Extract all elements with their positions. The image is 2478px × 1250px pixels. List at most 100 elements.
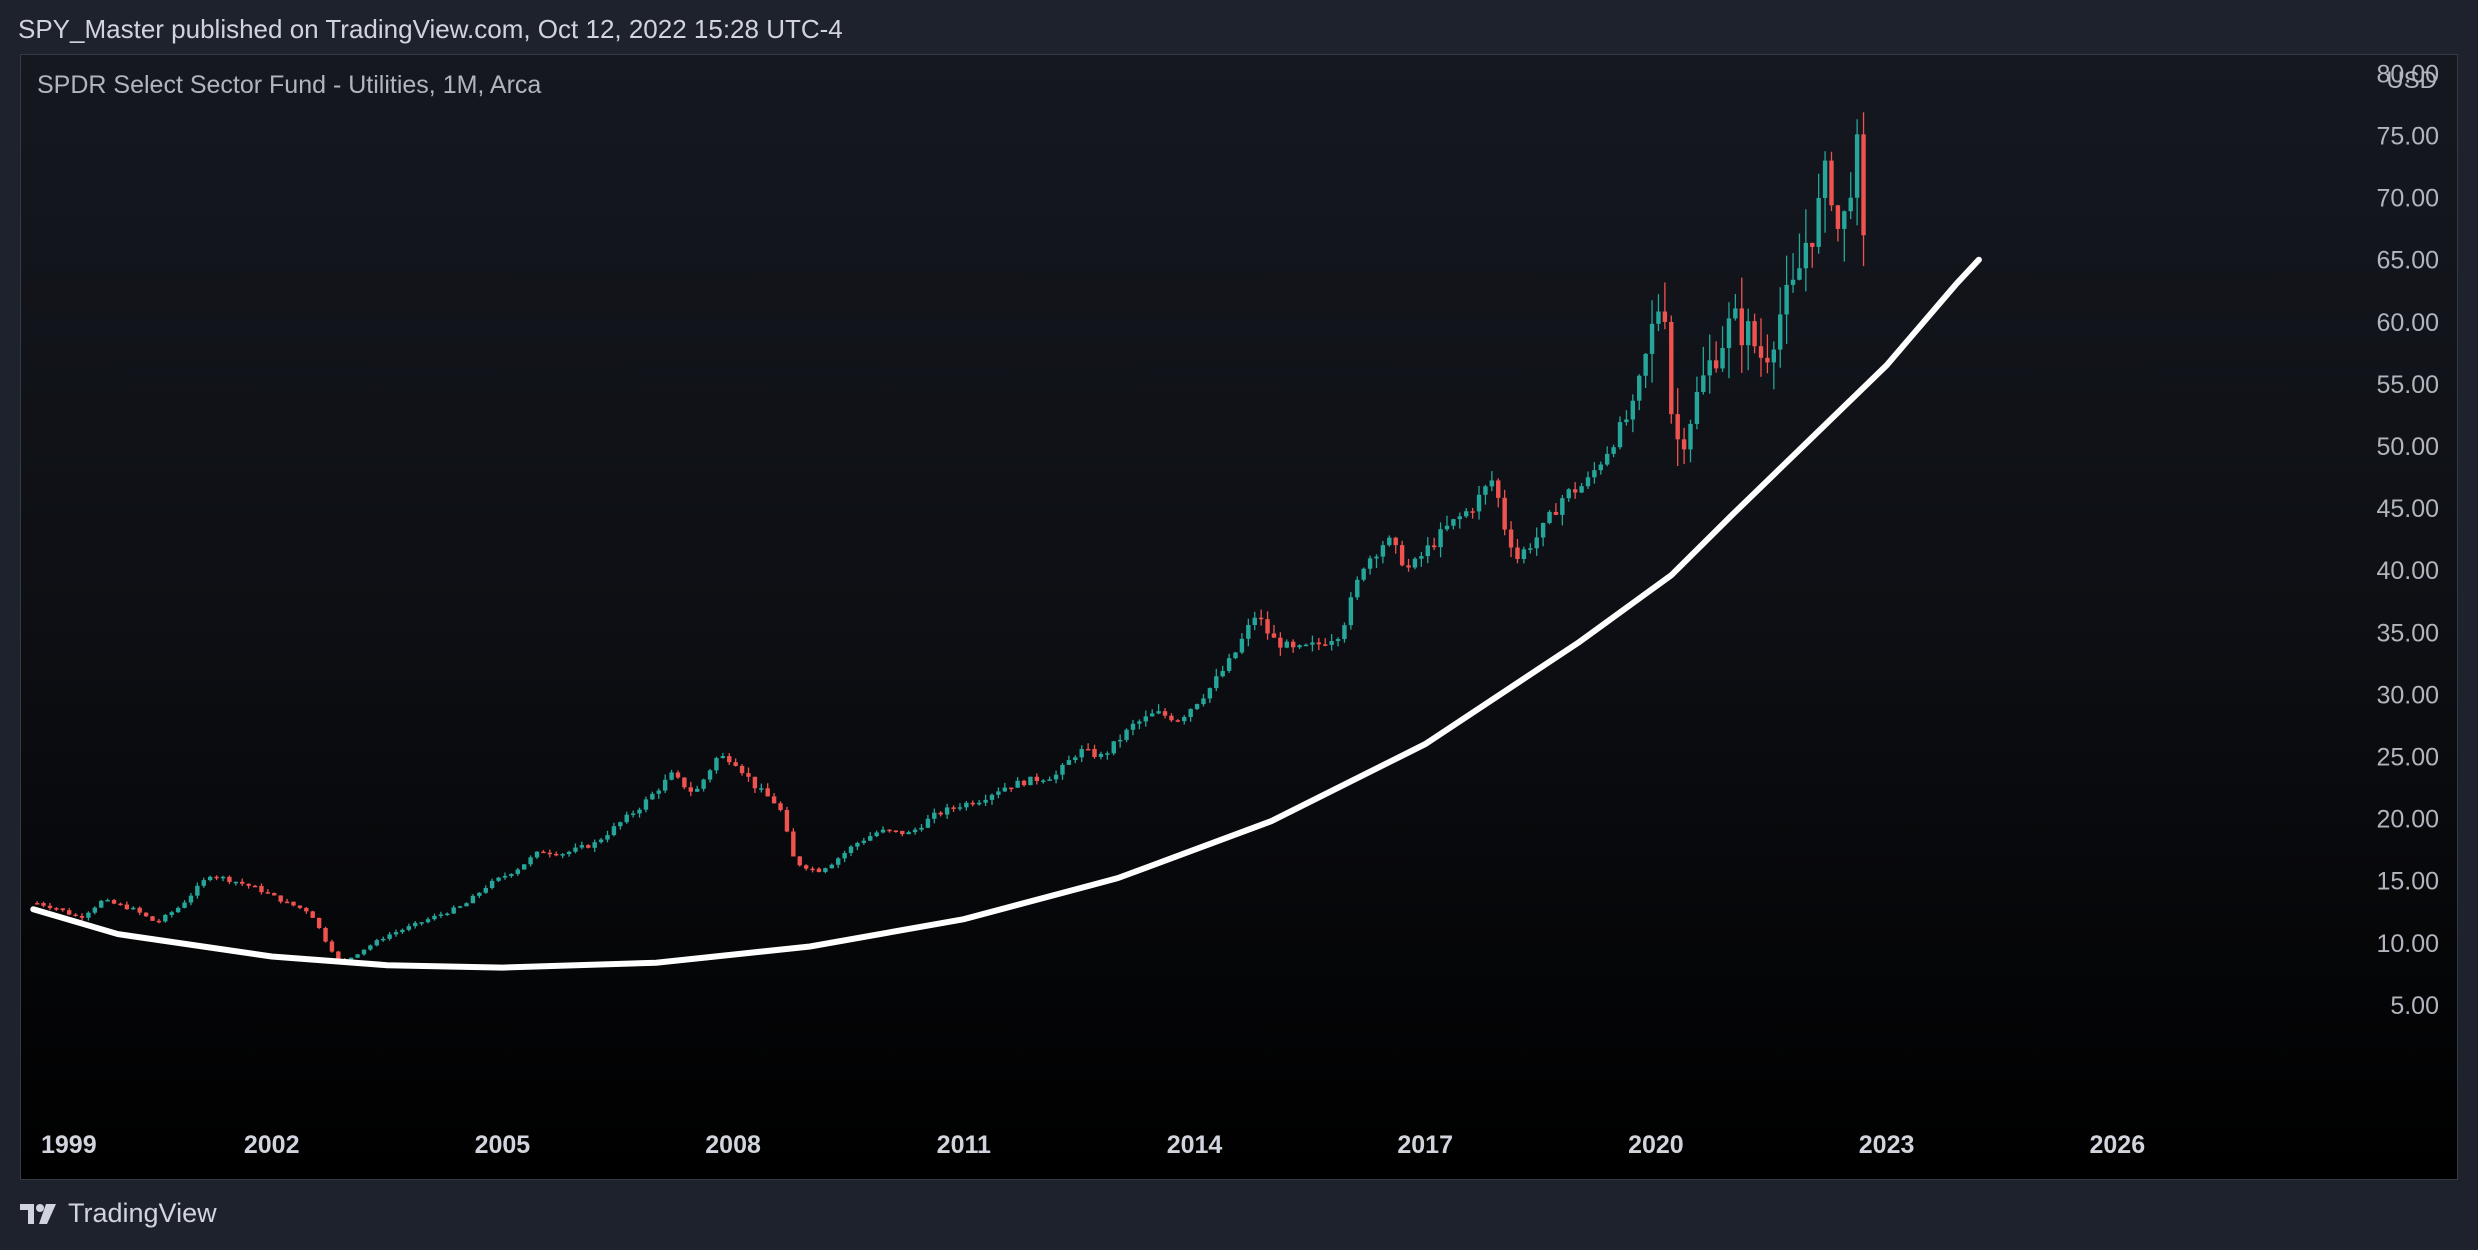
candle xyxy=(1374,554,1379,569)
candle xyxy=(816,867,822,873)
candle xyxy=(1053,770,1059,784)
price-tick-label: 5.00 xyxy=(2390,992,2439,1020)
candle xyxy=(1489,471,1495,492)
candle xyxy=(419,921,424,926)
candle xyxy=(105,898,110,902)
candle xyxy=(1105,751,1110,760)
candle xyxy=(739,764,745,776)
candle xyxy=(1810,242,1815,268)
year-tick-label: 2011 xyxy=(937,1131,991,1159)
candle xyxy=(983,794,988,806)
candle xyxy=(438,911,444,919)
candle xyxy=(99,899,104,909)
trend-curve[interactable] xyxy=(30,256,1982,971)
candle xyxy=(515,867,520,876)
candle xyxy=(1271,624,1277,638)
candle xyxy=(1733,294,1738,321)
candle xyxy=(746,767,751,782)
price-tick-label: 40.00 xyxy=(2376,557,2439,585)
price-tick-label: 55.00 xyxy=(2376,371,2439,399)
candle xyxy=(1624,410,1629,426)
candle xyxy=(1393,536,1398,554)
candle xyxy=(1066,755,1072,765)
footer-brand[interactable]: TradingView xyxy=(20,1198,217,1229)
year-tick-label: 2017 xyxy=(1397,1131,1453,1159)
candle xyxy=(1175,719,1181,723)
candle xyxy=(1861,112,1866,267)
candle xyxy=(1188,708,1193,722)
candle xyxy=(887,829,892,833)
candle xyxy=(175,906,181,913)
price-tick-label: 65.00 xyxy=(2376,247,2439,275)
candle xyxy=(829,863,834,869)
candle xyxy=(778,801,783,812)
candle xyxy=(1002,782,1008,792)
candle xyxy=(848,845,854,857)
candle xyxy=(752,776,758,793)
candle xyxy=(143,912,149,917)
candle xyxy=(835,857,841,869)
candle xyxy=(727,753,732,766)
candle xyxy=(381,936,386,942)
candle xyxy=(1784,255,1789,344)
candle xyxy=(79,913,85,921)
candle xyxy=(1598,461,1603,475)
candle xyxy=(1111,741,1116,756)
chart-area[interactable]: 80.00 75.00 70.00 65.00 60.00 55.00 50.00 45.00… xyxy=(20,54,2458,1180)
price-tick-label: 35.00 xyxy=(2376,619,2439,647)
candle xyxy=(932,808,937,824)
candle xyxy=(150,916,155,921)
candle xyxy=(1604,446,1610,467)
candle xyxy=(1720,326,1725,372)
candle xyxy=(374,938,379,947)
candle xyxy=(1233,651,1238,660)
candle xyxy=(996,787,1001,799)
candle xyxy=(1496,478,1501,508)
candle xyxy=(1316,637,1322,651)
currency-label[interactable]: USD xyxy=(2386,67,2437,94)
symbol-title[interactable]: SPDR Select Sector Fund - Utilities, 1M,… xyxy=(37,71,542,99)
candle xyxy=(54,907,59,911)
candle xyxy=(259,883,264,895)
price-chart[interactable]: 80.00 75.00 70.00 65.00 60.00 55.00 50.00 45.00… xyxy=(21,55,2457,1179)
candle xyxy=(675,770,681,779)
candle xyxy=(34,901,40,905)
candle xyxy=(1073,755,1078,764)
candle xyxy=(240,878,245,886)
candle xyxy=(47,902,53,910)
candle xyxy=(1464,508,1469,519)
candle xyxy=(989,793,995,805)
candle xyxy=(1034,773,1040,785)
candle xyxy=(156,918,162,924)
candle xyxy=(1688,419,1693,463)
candle xyxy=(1015,777,1020,788)
candle xyxy=(1617,416,1623,450)
candle xyxy=(393,929,399,937)
candle xyxy=(951,805,956,812)
candle xyxy=(131,906,136,910)
candle xyxy=(323,926,328,943)
candle xyxy=(1258,609,1264,626)
candle xyxy=(1752,313,1757,354)
candle xyxy=(541,849,546,854)
candle xyxy=(1310,635,1315,652)
candle xyxy=(1476,485,1482,520)
candle xyxy=(1182,715,1187,725)
candle xyxy=(1021,779,1027,787)
candle xyxy=(1438,522,1443,558)
price-tick-label: 45.00 xyxy=(2376,495,2439,523)
candle xyxy=(682,777,687,790)
candle xyxy=(560,853,565,859)
price-tick-label: 10.00 xyxy=(2376,930,2439,958)
candle xyxy=(1419,551,1424,567)
candle xyxy=(60,908,65,912)
candle xyxy=(919,823,924,832)
candle xyxy=(1842,210,1847,262)
candle xyxy=(534,851,540,860)
candle xyxy=(1156,704,1161,715)
candle xyxy=(1803,209,1809,292)
candle xyxy=(874,830,879,838)
candle xyxy=(1297,644,1302,650)
candle xyxy=(759,783,764,793)
candle xyxy=(310,910,315,918)
